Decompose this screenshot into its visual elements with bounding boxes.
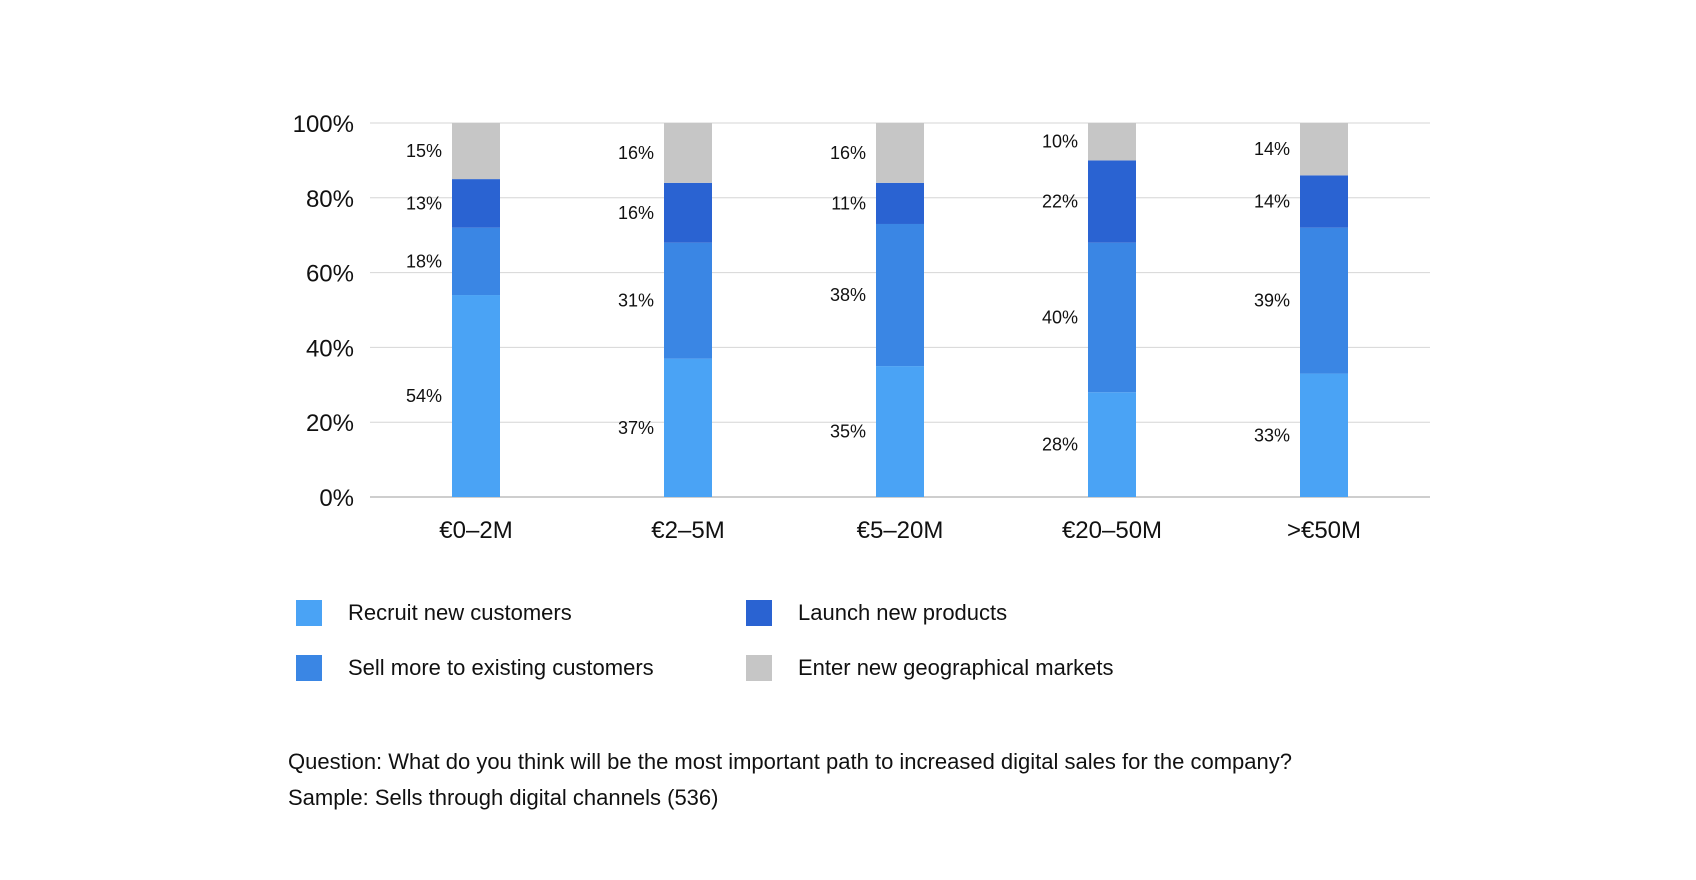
- bar-segment: [664, 242, 712, 359]
- data-label: 40%: [1042, 307, 1078, 327]
- data-label: 22%: [1042, 192, 1078, 212]
- data-label: 16%: [618, 143, 654, 163]
- data-label: 14%: [1254, 192, 1290, 212]
- chart-notes: Question: What do you think will be the …: [288, 744, 1292, 816]
- question-note: Question: What do you think will be the …: [288, 749, 1292, 774]
- data-label: 31%: [618, 291, 654, 311]
- y-tick-label: 80%: [306, 186, 354, 213]
- bar-segment: [664, 358, 712, 497]
- y-axis: 0% 20% 40% 60% 80% 100%: [293, 111, 354, 512]
- data-label: 33%: [1254, 425, 1290, 445]
- bar-segment: [1088, 123, 1136, 161]
- bar-segment: [1300, 373, 1348, 497]
- data-label: 14%: [1254, 139, 1290, 159]
- legend-swatch: [296, 655, 322, 681]
- legend-swatch: [746, 600, 772, 626]
- data-label: 11%: [831, 193, 866, 213]
- data-label: 16%: [830, 143, 866, 163]
- data-label: 16%: [618, 203, 654, 223]
- y-tick-label: 0%: [319, 485, 354, 512]
- x-tick-label: €0–2M: [439, 517, 512, 544]
- data-label: 37%: [618, 418, 654, 438]
- legend-label: Recruit new customers: [348, 600, 572, 625]
- data-label: 39%: [1254, 291, 1290, 311]
- data-label: 13%: [406, 193, 442, 213]
- bar-segment: [452, 123, 500, 180]
- y-tick-label: 100%: [293, 111, 354, 138]
- bar-segment: [452, 179, 500, 228]
- bar-segment: [664, 182, 712, 243]
- data-label: 35%: [830, 422, 866, 442]
- x-tick-label: >€50M: [1287, 517, 1361, 544]
- bar-segment: [876, 123, 924, 183]
- data-label: 54%: [406, 386, 442, 406]
- x-tick-label: €20–50M: [1062, 517, 1162, 544]
- legend-label: Sell more to existing customers: [348, 655, 654, 680]
- legend-item-sell-more: Sell more to existing customers: [296, 655, 654, 681]
- y-tick-label: 20%: [306, 410, 354, 437]
- data-labels: 54% 18% 13% 15% 37% 31% 16% 16% 35% 38% 11% 16% 28% 4…: [406, 132, 1290, 455]
- bar-segment: [1088, 160, 1136, 243]
- bar-segment: [664, 123, 712, 183]
- bars: [452, 123, 1348, 497]
- y-tick-label: 60%: [306, 261, 354, 288]
- data-label: 18%: [406, 251, 442, 271]
- bar-segment: [452, 227, 500, 296]
- legend-item-recruit: Recruit new customers: [296, 600, 572, 626]
- bar-segment: [1088, 392, 1136, 497]
- legend-swatch: [296, 600, 322, 626]
- bar-segment: [1300, 227, 1348, 374]
- data-label: 28%: [1042, 435, 1078, 455]
- legend-label: Launch new products: [798, 600, 1008, 625]
- bar-segment: [876, 366, 924, 497]
- legend-swatch: [746, 655, 772, 681]
- stacked-bar-chart: 0% 20% 40% 60% 80% 100% 54% 18% 13% 15% 37% 31% 16%…: [293, 111, 1430, 544]
- x-axis: €0–2M €2–5M €5–20M €20–50M >€50M: [439, 517, 1361, 544]
- legend-item-enter-markets: Enter new geographical markets: [746, 655, 1114, 681]
- bar-segment: [1300, 175, 1348, 228]
- data-label: 38%: [830, 285, 866, 305]
- x-tick-label: €2–5M: [651, 517, 724, 544]
- bar-segment: [452, 295, 500, 497]
- x-tick-label: €5–20M: [857, 517, 944, 544]
- bar-segment: [876, 182, 924, 224]
- bar-segment: [1300, 123, 1348, 176]
- bar-segment: [1088, 242, 1136, 393]
- y-tick-label: 40%: [306, 335, 354, 362]
- legend-item-launch: Launch new products: [746, 600, 1007, 626]
- data-label: 10%: [1042, 132, 1078, 152]
- sample-note: Sample: Sells through digital channels (…: [288, 785, 719, 810]
- data-label: 15%: [406, 141, 442, 161]
- legend-label: Enter new geographical markets: [798, 655, 1114, 680]
- bar-segment: [876, 223, 924, 367]
